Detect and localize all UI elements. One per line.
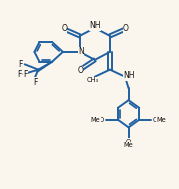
Text: NH: NH [124,71,135,80]
Text: O: O [126,139,131,145]
Text: F: F [33,77,38,87]
Text: O: O [98,117,104,123]
Text: NH: NH [89,21,101,30]
Text: Me: Me [124,143,134,149]
Text: F: F [23,70,28,79]
Text: N: N [78,47,84,56]
Text: O: O [123,24,129,33]
Text: O: O [77,66,83,75]
Text: O: O [61,24,67,33]
Text: F: F [17,70,21,79]
Text: O: O [153,117,158,123]
Text: F: F [19,60,23,69]
Text: CH₃: CH₃ [87,77,99,83]
Text: Me: Me [91,117,100,123]
Text: Me: Me [157,117,166,123]
